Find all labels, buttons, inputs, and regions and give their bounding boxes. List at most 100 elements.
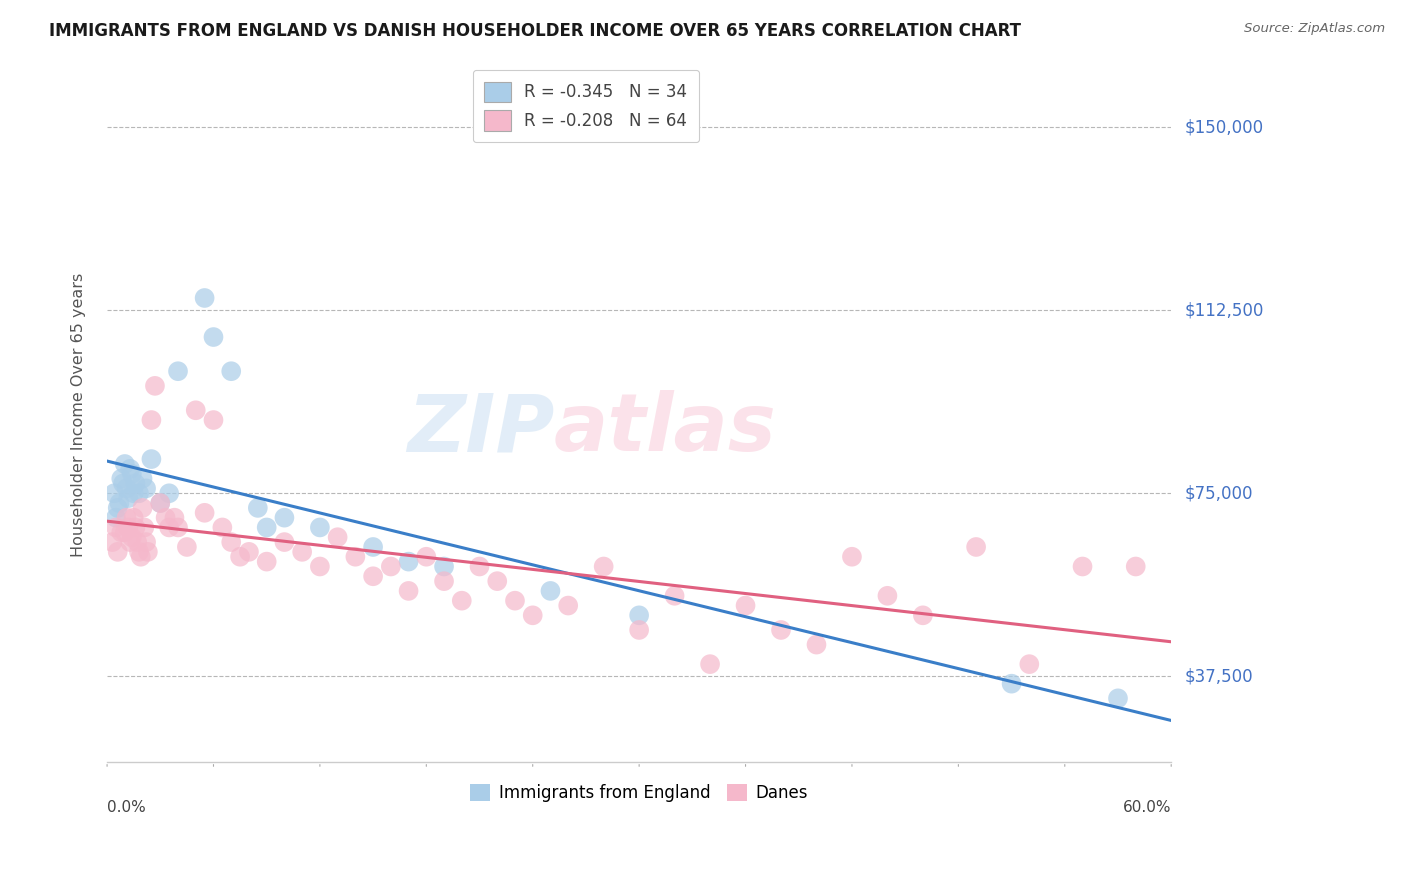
- Point: [157, 520, 180, 534]
- Point: [104, 510, 127, 524]
- Point: [219, 535, 242, 549]
- Point: [134, 520, 156, 534]
- Point: [121, 467, 143, 481]
- Point: [108, 496, 131, 510]
- Point: [107, 500, 129, 515]
- Text: 0.0%: 0.0%: [107, 800, 146, 815]
- Point: [309, 559, 332, 574]
- Point: [121, 530, 143, 544]
- Point: [1107, 691, 1129, 706]
- Point: [135, 535, 157, 549]
- Point: [114, 457, 136, 471]
- Point: [136, 545, 159, 559]
- Point: [149, 496, 172, 510]
- Point: [176, 540, 198, 554]
- Point: [131, 500, 153, 515]
- Point: [841, 549, 863, 564]
- Point: [344, 549, 367, 564]
- Point: [273, 510, 295, 524]
- Point: [167, 520, 190, 534]
- Point: [104, 520, 127, 534]
- Point: [309, 520, 332, 534]
- Point: [734, 599, 756, 613]
- Text: $75,000: $75,000: [1185, 484, 1254, 502]
- Text: $150,000: $150,000: [1185, 118, 1264, 136]
- Point: [468, 559, 491, 574]
- Point: [122, 510, 145, 524]
- Point: [699, 657, 721, 672]
- Point: [246, 500, 269, 515]
- Point: [361, 569, 384, 583]
- Point: [110, 525, 132, 540]
- Point: [141, 413, 163, 427]
- Point: [1018, 657, 1040, 672]
- Point: [120, 462, 142, 476]
- Point: [256, 520, 278, 534]
- Point: [115, 510, 138, 524]
- Point: [141, 452, 163, 467]
- Point: [433, 559, 456, 574]
- Point: [806, 638, 828, 652]
- Point: [361, 540, 384, 554]
- Point: [114, 525, 136, 540]
- Text: $112,500: $112,500: [1185, 301, 1264, 319]
- Point: [628, 608, 651, 623]
- Point: [291, 545, 314, 559]
- Point: [120, 535, 142, 549]
- Point: [211, 520, 233, 534]
- Point: [101, 535, 124, 549]
- Point: [167, 364, 190, 378]
- Point: [135, 482, 157, 496]
- Text: Source: ZipAtlas.com: Source: ZipAtlas.com: [1244, 22, 1385, 36]
- Point: [965, 540, 987, 554]
- Point: [155, 510, 177, 524]
- Point: [398, 583, 420, 598]
- Point: [202, 330, 225, 344]
- Point: [769, 623, 792, 637]
- Point: [486, 574, 509, 589]
- Point: [876, 589, 898, 603]
- Text: atlas: atlas: [554, 390, 776, 468]
- Point: [380, 559, 402, 574]
- Point: [103, 486, 125, 500]
- Point: [219, 364, 242, 378]
- Point: [415, 549, 437, 564]
- Point: [194, 291, 217, 305]
- Point: [664, 589, 686, 603]
- Point: [194, 506, 217, 520]
- Point: [911, 608, 934, 623]
- Point: [1125, 559, 1147, 574]
- Point: [107, 545, 129, 559]
- Point: [273, 535, 295, 549]
- Point: [115, 482, 138, 496]
- Legend: Immigrants from England, Danes: Immigrants from England, Danes: [464, 778, 814, 809]
- Text: 60.0%: 60.0%: [1123, 800, 1171, 815]
- Point: [540, 583, 562, 598]
- Point: [229, 549, 252, 564]
- Point: [1000, 676, 1022, 690]
- Point: [398, 555, 420, 569]
- Point: [124, 476, 146, 491]
- Text: ZIP: ZIP: [406, 390, 554, 468]
- Point: [110, 472, 132, 486]
- Text: $37,500: $37,500: [1185, 667, 1254, 685]
- Point: [163, 510, 186, 524]
- Point: [592, 559, 614, 574]
- Point: [202, 413, 225, 427]
- Point: [238, 545, 260, 559]
- Point: [124, 520, 146, 534]
- Point: [184, 403, 207, 417]
- Point: [117, 520, 139, 534]
- Point: [128, 545, 150, 559]
- Point: [129, 549, 152, 564]
- Point: [127, 535, 149, 549]
- Point: [503, 593, 526, 607]
- Point: [157, 486, 180, 500]
- Point: [122, 486, 145, 500]
- Point: [522, 608, 544, 623]
- Point: [326, 530, 349, 544]
- Point: [128, 486, 150, 500]
- Point: [149, 496, 172, 510]
- Point: [557, 599, 579, 613]
- Point: [433, 574, 456, 589]
